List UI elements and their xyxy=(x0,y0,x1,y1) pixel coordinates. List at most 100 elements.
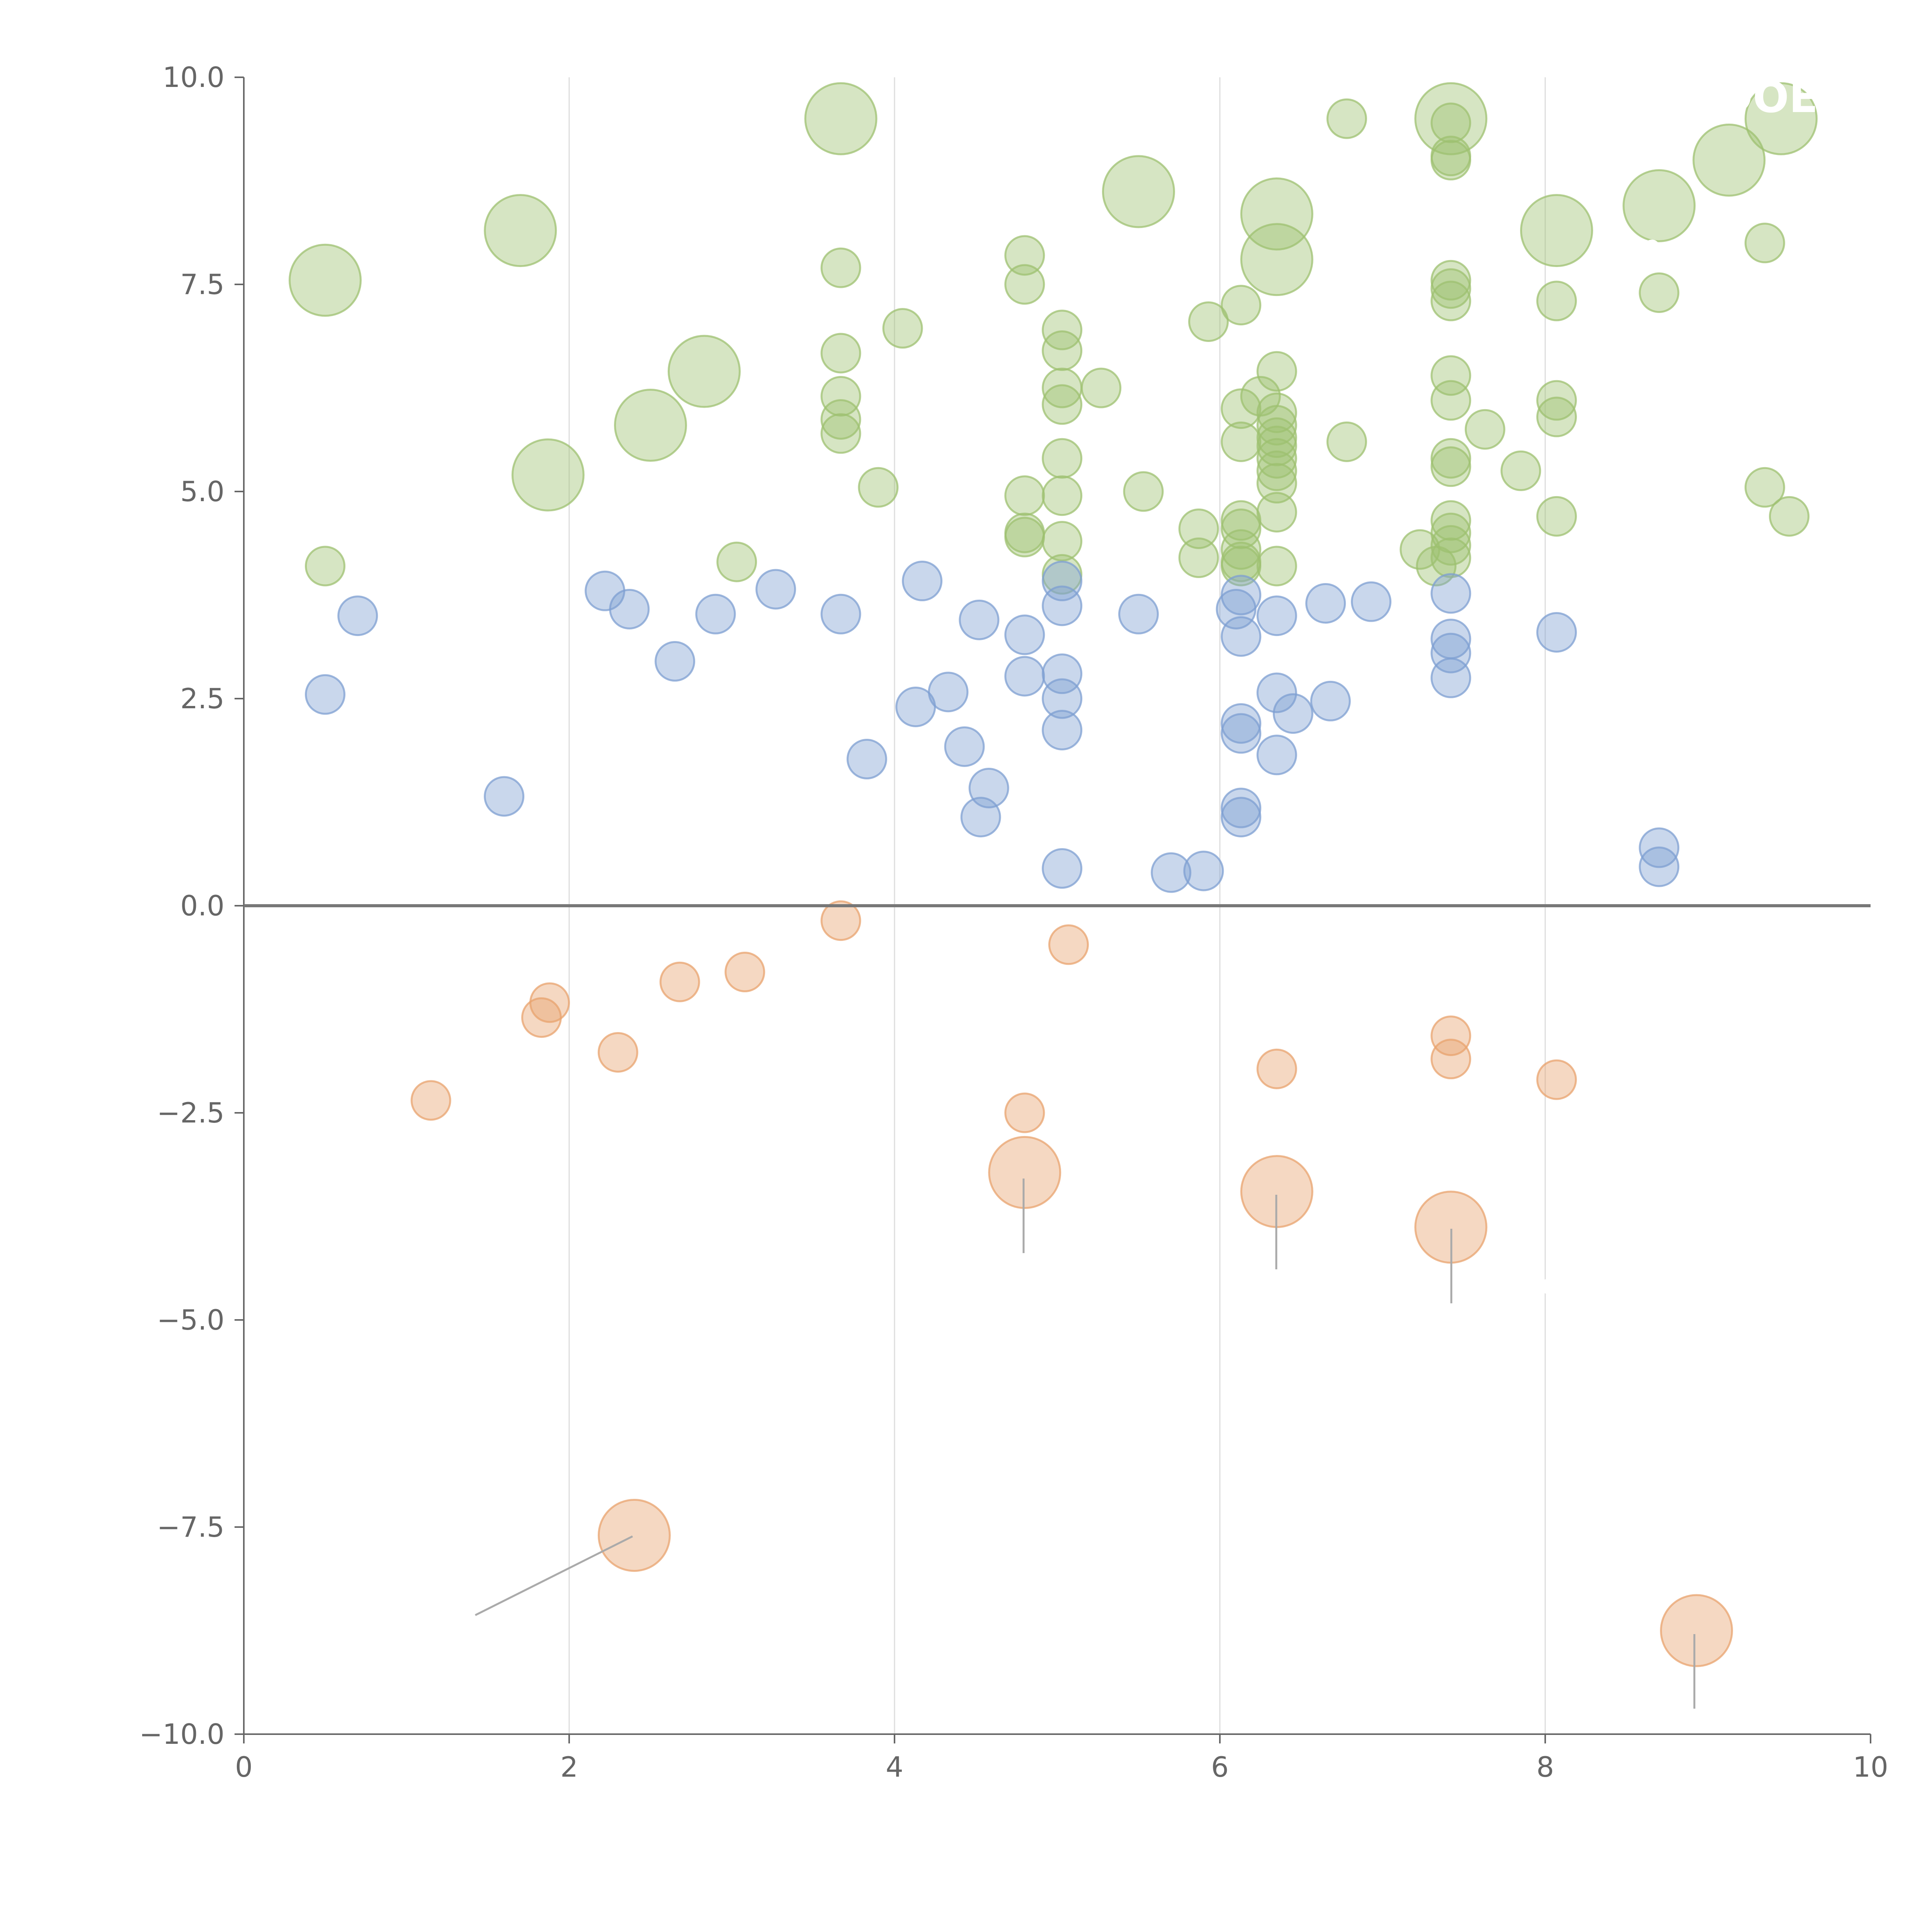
green-bubble xyxy=(1430,260,1471,301)
blue-bubble xyxy=(820,594,861,634)
x-tick-label: 8 xyxy=(1536,1751,1554,1783)
green-bubble xyxy=(1256,492,1297,533)
green-bubble xyxy=(1500,450,1541,491)
green-bubble xyxy=(1042,310,1083,350)
blue-bubble xyxy=(1536,612,1577,653)
blue-bubble xyxy=(305,674,345,715)
annotations: DOE ••• • xyxy=(1534,73,1818,1312)
green-bubble xyxy=(882,308,923,349)
blue-bubble xyxy=(846,739,887,780)
ticks: 0 2 4 6 8 10 10.0 7.5 5.0 2.5 0.0 −2.5 −5.0 −7.5 −10.0 xyxy=(139,61,1888,1783)
green-bubble xyxy=(1430,525,1471,566)
blue-bubble xyxy=(1042,678,1083,719)
blue-bubble xyxy=(959,599,1000,640)
green-bubble xyxy=(1256,405,1297,446)
green-bubble xyxy=(1178,508,1219,549)
blue-bubble xyxy=(1221,787,1262,828)
green-bubble xyxy=(1536,281,1577,321)
blue-bubble xyxy=(1639,846,1680,887)
green-bubble xyxy=(1102,155,1175,228)
x-tick-label: 6 xyxy=(1211,1751,1229,1783)
green-bubble xyxy=(1221,508,1262,549)
green-bubble xyxy=(820,413,861,454)
green-bubble xyxy=(1622,169,1696,242)
orange-bubble xyxy=(597,1032,638,1073)
green-bubble xyxy=(1744,467,1785,508)
orange-bubble xyxy=(1256,1048,1297,1089)
green-bubble xyxy=(1430,281,1471,321)
blue-bubble xyxy=(1256,595,1297,636)
blue-bubble xyxy=(1042,561,1083,602)
green-bubble xyxy=(1256,392,1297,433)
green-bubble xyxy=(1042,475,1083,516)
green-bubble xyxy=(1536,380,1577,421)
green-bubble xyxy=(1326,421,1367,462)
orange-bubble xyxy=(659,961,700,1002)
x-tick-label: 10 xyxy=(1853,1751,1888,1783)
green-bubble xyxy=(1430,500,1471,541)
green-bubble xyxy=(1221,546,1262,587)
orange-bubble xyxy=(820,900,861,941)
green-bubble xyxy=(1188,301,1229,342)
green-bubble xyxy=(1430,268,1471,309)
blue-bubble xyxy=(609,588,650,629)
green-bubble xyxy=(1326,98,1367,139)
green-bubble xyxy=(1430,537,1471,578)
orange-bubble xyxy=(597,1498,671,1572)
blue-bubble xyxy=(1042,653,1083,694)
green-bubble xyxy=(1004,264,1045,305)
x-tick-label: 2 xyxy=(560,1751,578,1783)
blue-bubble xyxy=(1004,614,1045,655)
blue-bubble xyxy=(902,561,943,602)
blue-bubble xyxy=(1305,583,1346,624)
green-bubble xyxy=(484,194,557,267)
green-bubble xyxy=(1414,82,1488,155)
green-bubble xyxy=(1004,235,1045,276)
blue-bubble xyxy=(1430,573,1471,614)
y-tick-label: 2.5 xyxy=(180,682,224,715)
blue-bubble xyxy=(1351,581,1392,622)
orange-bubble xyxy=(1430,1015,1471,1056)
x-tick-label: 0 xyxy=(235,1751,253,1783)
green-bubble xyxy=(1123,471,1164,512)
green-bubble xyxy=(1042,438,1083,479)
annotation-label: • xyxy=(1534,1263,1561,1312)
green-bubble xyxy=(1430,102,1471,143)
green-bubble xyxy=(1004,475,1045,516)
green-bubble xyxy=(1256,546,1297,587)
green-bubble xyxy=(1430,139,1471,180)
orange-bubble xyxy=(1004,1092,1045,1133)
blue-bubble xyxy=(1004,656,1045,697)
blue-bubble xyxy=(1256,735,1297,776)
green-bubble xyxy=(1430,446,1471,487)
y-tick-label: −10.0 xyxy=(139,1718,224,1750)
green-bubble xyxy=(1240,223,1313,296)
blue-bubble xyxy=(1183,850,1224,891)
green-bubble xyxy=(1178,537,1219,578)
green-bubble xyxy=(1536,396,1577,437)
blue-bubble xyxy=(1221,713,1262,754)
blue-bubble xyxy=(1256,672,1297,713)
green-bubble xyxy=(820,247,861,288)
y-tick-label: 0.0 xyxy=(180,889,224,922)
y-tick-label: −7.5 xyxy=(157,1511,224,1543)
orange-bubble xyxy=(724,952,765,993)
green-bubble xyxy=(1520,194,1593,267)
green-bubble xyxy=(1639,272,1680,313)
green-bubble xyxy=(1042,330,1083,371)
orange-bubble xyxy=(410,1080,451,1121)
green-bubble xyxy=(1221,421,1262,462)
bubbles xyxy=(289,82,1818,1667)
green-bubble xyxy=(1256,463,1297,504)
orange-bubble xyxy=(1536,1059,1577,1100)
green-bubble xyxy=(1240,177,1313,251)
green-bubble xyxy=(1221,285,1262,326)
green-bubble xyxy=(1004,517,1045,558)
green-bubble xyxy=(1221,388,1262,429)
green-bubble xyxy=(1042,384,1083,425)
blue-bubble xyxy=(755,569,796,610)
green-bubble xyxy=(511,438,585,512)
blue-bubble xyxy=(1221,797,1262,838)
green-bubble xyxy=(1430,438,1471,479)
green-bubble xyxy=(1430,380,1471,421)
